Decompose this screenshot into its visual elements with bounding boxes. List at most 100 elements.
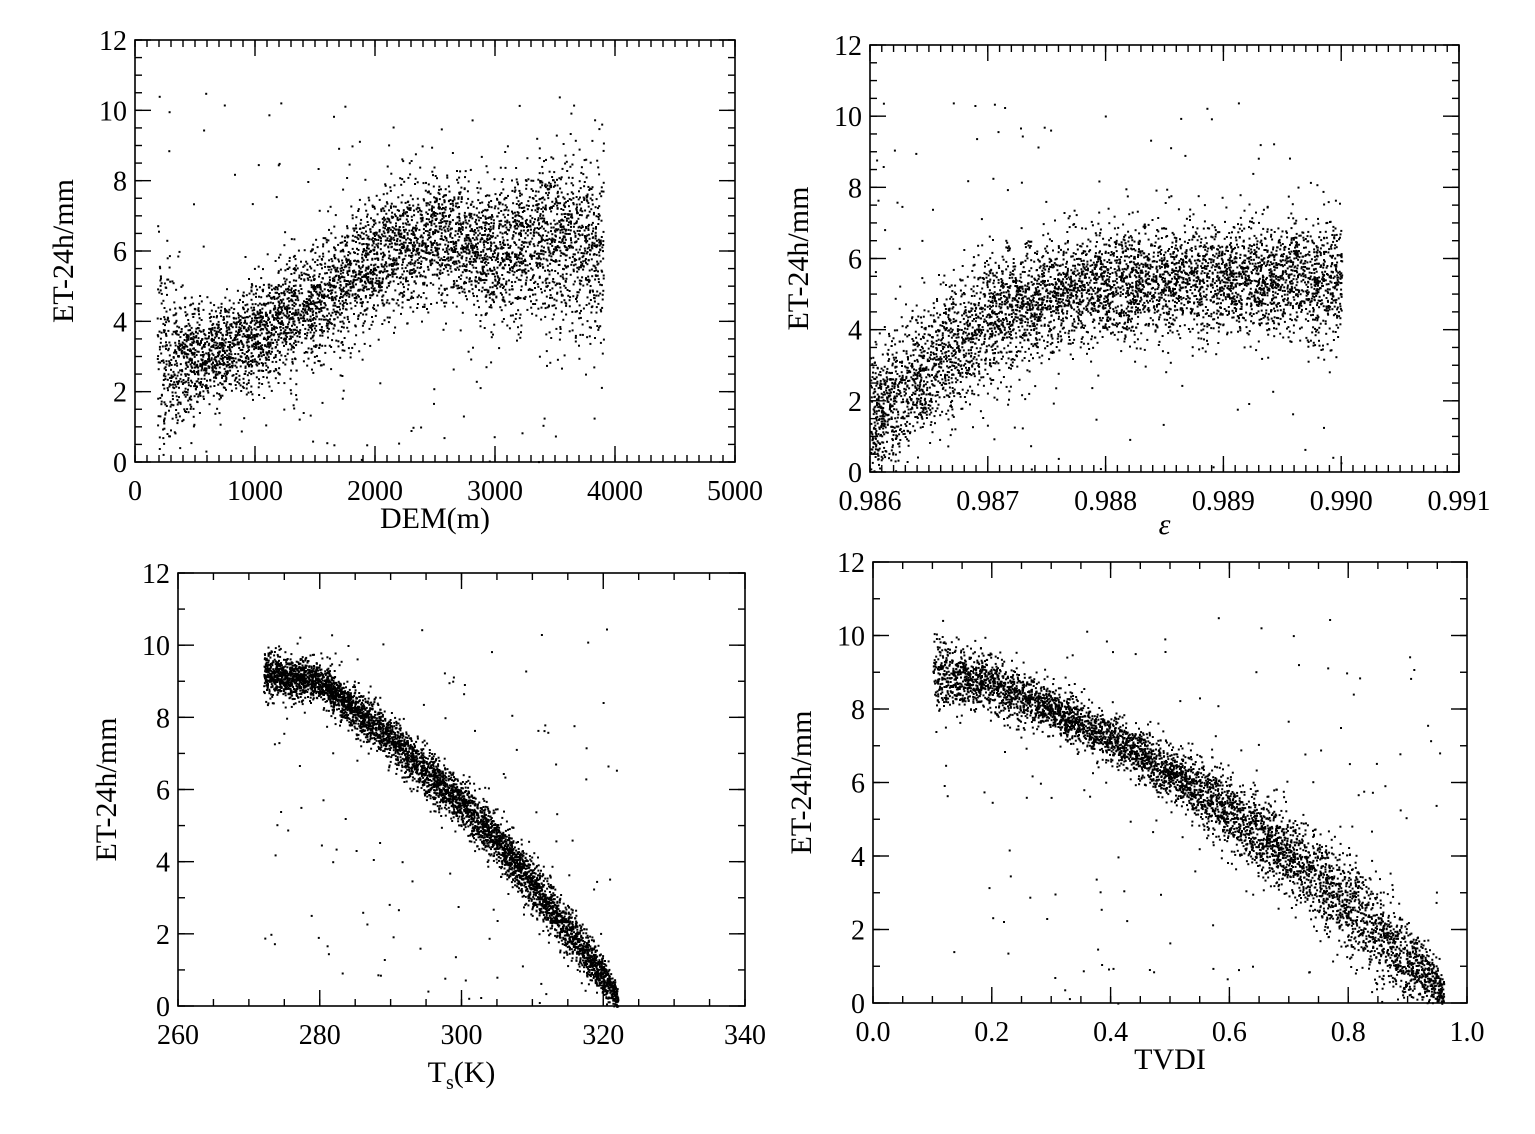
scatter-point — [596, 325, 599, 327]
scatter-point — [509, 259, 511, 262]
scatter-point — [273, 316, 275, 319]
scatter-point — [219, 342, 222, 345]
scatter-point — [223, 372, 226, 375]
scatter-point — [272, 308, 275, 311]
scatter-point — [194, 382, 196, 385]
scatter-point — [165, 369, 167, 372]
scatter-point — [408, 223, 411, 226]
scatter-point — [461, 226, 464, 228]
scatter-point — [460, 223, 462, 226]
scatter-point — [368, 199, 371, 202]
scatter-point — [409, 173, 412, 176]
scatter-point — [509, 261, 512, 263]
scatter-point — [484, 230, 486, 232]
scatter-point — [479, 277, 482, 280]
scatter-point — [306, 273, 309, 276]
scatter-point — [323, 282, 326, 285]
scatter-point — [190, 303, 193, 306]
scatter-point — [450, 210, 452, 213]
scatter-point — [562, 277, 565, 280]
scatter-point — [495, 257, 498, 259]
scatter-point — [520, 249, 523, 252]
scatter-point — [229, 369, 232, 372]
scatter-point — [381, 302, 384, 305]
scatter-point — [576, 212, 579, 215]
scatter-point — [315, 238, 318, 241]
scatter-point — [244, 360, 247, 363]
scatter-point — [479, 325, 482, 328]
scatter-point — [184, 387, 187, 390]
scatter-point — [311, 311, 314, 314]
scatter-point — [552, 251, 555, 254]
scatter-point — [421, 239, 424, 242]
scatter-point — [228, 383, 231, 385]
scatter-point — [362, 250, 364, 253]
scatter-point — [376, 253, 379, 256]
scatter-point — [435, 242, 438, 245]
scatter-point — [314, 318, 317, 321]
scatter-point — [577, 217, 580, 220]
scatter-point — [572, 153, 575, 156]
scatter-point — [197, 307, 200, 310]
scatter-point — [580, 201, 583, 204]
scatter-point — [237, 329, 240, 331]
scatter-point — [260, 303, 263, 306]
scatter-point — [398, 256, 401, 259]
scatter-point — [547, 197, 550, 200]
scatter-point — [399, 291, 402, 294]
scatter-point — [307, 290, 310, 293]
scatter-point — [182, 381, 185, 384]
scatter-point — [456, 178, 459, 181]
scatter-point — [277, 312, 280, 315]
scatter-point — [205, 337, 208, 340]
scatter-point — [458, 227, 461, 230]
scatter-point — [339, 320, 342, 323]
scatter-point — [313, 269, 316, 272]
scatter-point — [225, 364, 228, 367]
scatter-point — [502, 246, 505, 249]
scatter-point — [166, 318, 169, 321]
scatter-point — [313, 345, 316, 348]
scatter-point — [463, 211, 466, 214]
scatter-point — [324, 351, 327, 354]
scatter-point — [290, 294, 293, 297]
scatter-point — [589, 299, 592, 301]
scatter-point — [523, 206, 526, 209]
scatter-point — [398, 252, 401, 255]
scatter-point — [210, 349, 213, 352]
scatter-point — [598, 240, 601, 243]
scatter-point — [286, 326, 289, 329]
scatter-point — [599, 292, 602, 295]
scatter-point — [480, 290, 483, 293]
scatter-point — [290, 317, 293, 320]
scatter-point — [460, 274, 463, 277]
scatter-point — [285, 288, 287, 291]
scatter-point — [520, 233, 522, 236]
scatter-point — [288, 300, 291, 303]
scatter-point — [378, 283, 380, 286]
scatter-point — [240, 430, 243, 433]
scatter-point — [384, 225, 387, 227]
scatter-point — [167, 347, 170, 350]
scatter-point — [185, 340, 188, 343]
scatter-point — [201, 338, 204, 341]
scatter-point — [309, 320, 312, 322]
scatter-point — [286, 308, 289, 311]
scatter-point — [580, 309, 582, 312]
scatter-point — [551, 287, 554, 290]
scatter-point — [334, 291, 337, 294]
scatter-point — [273, 328, 276, 331]
scatter-point — [288, 291, 291, 294]
scatter-point — [404, 212, 407, 215]
scatter-point — [325, 241, 328, 244]
scatter-point — [264, 362, 267, 365]
scatter-point — [333, 284, 335, 287]
scatter-point — [338, 305, 341, 308]
scatter-point — [481, 257, 484, 259]
scatter-point — [361, 276, 364, 279]
scatter-point — [394, 242, 397, 245]
scatter-point — [306, 334, 308, 337]
scatter-point — [471, 251, 474, 254]
scatter-point — [483, 243, 485, 246]
scatter-point — [442, 215, 445, 218]
